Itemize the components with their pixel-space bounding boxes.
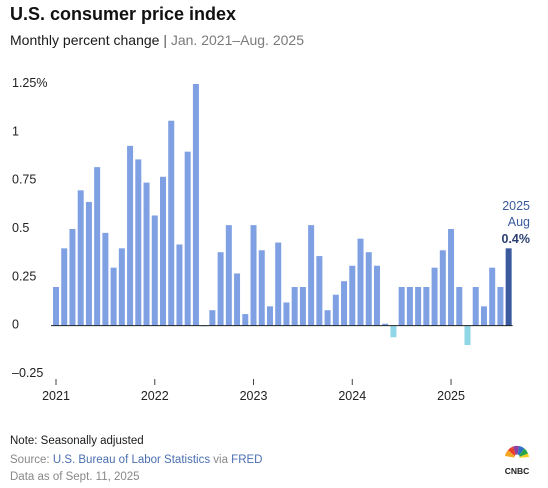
x-tick-label: 2023 <box>240 389 268 403</box>
bar-2021-07 <box>102 232 109 326</box>
chart-title: U.S. consumer price index <box>10 4 237 24</box>
x-tick-label: 2024 <box>338 389 366 403</box>
y-tick-label: 1.25% <box>12 76 47 90</box>
cpi-bar-chart: 1.25% 1 0.75 0.5 0.25 0 –0.25 2021 2022 2023 2024… <box>12 76 531 403</box>
x-tick-label: 2021 <box>42 389 70 403</box>
bar-2021-02 <box>61 248 68 326</box>
subtitle-separator: | <box>163 32 167 48</box>
annotation-year: 2025 <box>502 199 530 213</box>
logo-text: CNBC <box>505 466 530 476</box>
bar-2021-08 <box>110 267 117 326</box>
y-axis: 1.25% 1 0.75 0.5 0.25 0 –0.25 <box>12 76 47 380</box>
bar-2024-04 <box>373 265 380 326</box>
y-tick-label: 0 <box>12 318 19 332</box>
bar-2025-05 <box>480 306 487 326</box>
x-tick-label: 2025 <box>437 389 465 403</box>
bar-2021-01 <box>53 287 59 326</box>
x-axis: 2021 2022 2023 2024 2025 <box>42 379 465 403</box>
bar-2024-02 <box>357 238 364 326</box>
bar-2025-08 <box>505 248 512 326</box>
bar-2024-09 <box>415 287 422 326</box>
bar-2025-07 <box>497 287 504 326</box>
bar-2024-10 <box>423 287 430 326</box>
bar-2023-10 <box>324 310 331 326</box>
bar-2023-04 <box>275 242 282 326</box>
annotation-value: 0.4% <box>502 232 531 246</box>
y-tick-label: 1 <box>12 124 19 138</box>
bar-2021-12 <box>143 182 150 326</box>
bar-2022-12 <box>242 314 249 326</box>
bar-2023-08 <box>308 225 315 326</box>
bar-2024-05 <box>382 323 389 326</box>
bar-2023-07 <box>299 287 306 326</box>
bar-2025-01 <box>448 229 455 326</box>
bar-2024-03 <box>365 252 372 326</box>
bar-2022-11 <box>234 273 241 326</box>
annotation-month: Aug <box>508 215 530 229</box>
bar-2023-01 <box>250 225 257 326</box>
bar-2023-05 <box>283 302 290 326</box>
bar-2024-08 <box>406 287 413 326</box>
bar-2024-06 <box>390 325 397 338</box>
bars <box>53 84 512 345</box>
source-via: via <box>210 454 232 466</box>
subtitle-range: Jan. 2021–Aug. 2025 <box>170 32 304 48</box>
source-fred-link[interactable]: FRED <box>231 454 263 466</box>
bar-2023-06 <box>291 287 298 326</box>
bar-2023-02 <box>258 250 265 326</box>
bar-2024-01 <box>349 265 356 326</box>
subtitle-main: Monthly percent change <box>10 32 160 48</box>
x-tick-label: 2022 <box>141 389 169 403</box>
y-tick-label: 0.75 <box>12 173 36 187</box>
bar-2022-10 <box>225 225 232 326</box>
bar-2022-03 <box>168 120 175 326</box>
latest-value-annotation: 2025 Aug 0.4% <box>502 199 531 246</box>
bar-2021-05 <box>85 201 92 326</box>
cnbc-logo: CNBC <box>505 445 530 476</box>
bar-2024-11 <box>431 267 438 326</box>
bar-2024-12 <box>439 250 446 326</box>
bar-2023-11 <box>332 294 339 326</box>
bar-2023-12 <box>341 281 348 326</box>
bar-2025-02 <box>456 287 463 326</box>
bar-2022-05 <box>184 151 191 326</box>
bar-2021-09 <box>118 248 125 326</box>
bar-2023-09 <box>316 256 323 326</box>
bar-2022-08 <box>209 310 216 326</box>
data-as-of: Data as of Sept. 11, 2025 <box>10 471 140 483</box>
chart-note: Note: Seasonally adjusted <box>10 435 144 447</box>
bar-2022-04 <box>176 244 183 326</box>
bar-2021-03 <box>69 229 76 326</box>
bar-2025-06 <box>489 267 496 326</box>
chart-subtitle: Monthly percent change | Jan. 2021–Aug. … <box>10 32 304 48</box>
bar-2023-03 <box>266 306 273 326</box>
source-bls-link[interactable]: U.S. Bureau of Labor Statistics <box>52 454 211 466</box>
chart-source: Source: U.S. Bureau of Labor Statistics … <box>10 454 262 466</box>
y-tick-label: 0.25 <box>12 269 36 283</box>
bar-2022-01 <box>151 215 158 326</box>
bar-2021-11 <box>135 159 142 326</box>
bar-2022-09 <box>217 252 224 326</box>
bar-2021-04 <box>77 190 84 326</box>
bar-2021-06 <box>94 167 101 326</box>
bar-2021-10 <box>127 145 134 326</box>
bar-2025-03 <box>464 325 471 345</box>
y-tick-label: 0.5 <box>12 221 29 235</box>
bar-2022-06 <box>192 84 199 326</box>
bar-2024-07 <box>398 287 405 326</box>
bar-2022-02 <box>159 176 166 326</box>
y-tick-label: –0.25 <box>12 366 43 380</box>
bar-2025-04 <box>472 287 479 326</box>
source-prefix: Source: <box>10 454 53 466</box>
